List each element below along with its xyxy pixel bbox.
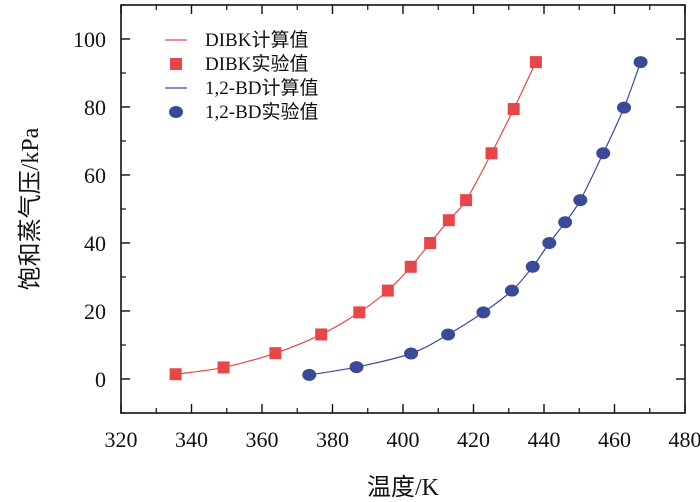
data-point (217, 361, 230, 374)
x-tick-label: 460 (598, 427, 631, 452)
y-tick-label: 20 (84, 299, 106, 324)
data-point (460, 194, 473, 207)
legend-item: 1,2-BD实验值 (169, 101, 318, 123)
data-point (542, 237, 557, 249)
calculated-curve (309, 61, 642, 376)
x-tick-label: 340 (175, 427, 208, 452)
y-tick-label: 0 (95, 367, 106, 392)
x-axis-label: 温度/K (367, 474, 440, 501)
x-tick-label: 480 (669, 427, 700, 452)
data-point (633, 56, 648, 69)
series-markers (169, 56, 542, 381)
series-line (309, 61, 642, 376)
data-point (617, 101, 632, 114)
data-point (302, 368, 317, 381)
y-tick-label: 80 (84, 95, 106, 120)
data-point (353, 306, 366, 319)
data-point (442, 214, 455, 227)
data-point (596, 147, 611, 160)
legend-swatch-ellipse (169, 106, 183, 118)
x-tick-label: 400 (387, 427, 420, 452)
axis-ticks (120, 4, 686, 414)
data-point (441, 328, 456, 341)
data-point (169, 368, 182, 381)
x-tick-label: 380 (316, 427, 349, 452)
data-point (525, 260, 540, 273)
legend-item: DIBK实验值 (170, 53, 308, 75)
legend-item: 1,2-BD计算值 (165, 77, 318, 99)
y-tick-label: 100 (73, 27, 106, 52)
legend-item: DIBK计算值 (165, 29, 308, 51)
data-point (485, 147, 498, 160)
x-tick-label: 320 (105, 427, 138, 452)
data-point (476, 306, 491, 319)
x-tick-label: 360 (246, 427, 279, 452)
x-tick-label: 440 (528, 427, 561, 452)
legend-label: 1,2-BD计算值 (205, 77, 318, 99)
data-point (424, 237, 437, 249)
x-tick-label: 420 (457, 427, 490, 452)
data-point (315, 328, 328, 341)
data-point (349, 361, 364, 374)
data-series (169, 56, 648, 381)
legend-label: DIBK计算值 (205, 29, 308, 51)
legend-label: DIBK实验值 (205, 53, 308, 75)
legend-label: 1,2-BD实验值 (205, 101, 318, 123)
data-point (558, 216, 573, 229)
axis-tick-labels: 320 340 360 380 400 420 440 460 480 0 20 40 60 80 100 (73, 27, 700, 452)
data-point (507, 103, 520, 116)
legend-swatch-square (170, 58, 182, 70)
y-tick-label: 40 (84, 231, 106, 256)
data-point (269, 347, 282, 360)
series-markers (302, 56, 648, 381)
data-point (573, 194, 588, 207)
data-point (504, 284, 519, 297)
data-point (404, 347, 419, 360)
y-axis-label: 饱和蒸气压/kPa (17, 127, 44, 290)
y-tick-label: 60 (84, 163, 106, 188)
data-point (404, 260, 417, 273)
data-point (529, 56, 542, 69)
data-point (381, 284, 394, 297)
